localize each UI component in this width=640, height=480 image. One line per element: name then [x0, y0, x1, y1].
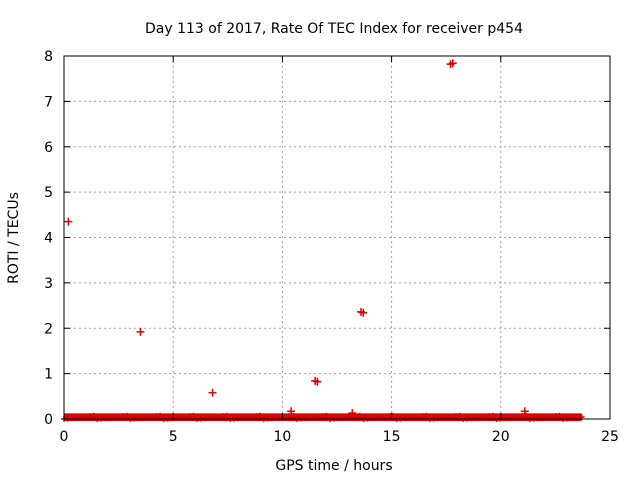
x-tick-label: 20 — [492, 429, 510, 445]
x-tick-label: 15 — [383, 429, 401, 445]
data-point — [208, 388, 217, 397]
y-tick-label: 2 — [44, 321, 53, 337]
y-tick-label: 1 — [44, 367, 53, 383]
x-tick-label: 5 — [169, 429, 178, 445]
y-tick-label: 5 — [44, 185, 53, 201]
y-tick-label: 7 — [44, 94, 53, 110]
baseline-band — [61, 412, 585, 422]
y-tick-label: 6 — [44, 140, 53, 156]
x-tick-label: 10 — [273, 429, 291, 445]
y-axis-label: ROTI / TECUs — [6, 192, 22, 284]
y-tick-label: 4 — [44, 231, 53, 247]
data-points — [64, 59, 529, 418]
chart-title: Day 113 of 2017, Rate Of TEC Index for r… — [145, 21, 523, 37]
data-point — [359, 308, 368, 317]
x-tick-label: 0 — [60, 429, 69, 445]
data-point — [64, 217, 73, 226]
data-point — [287, 407, 296, 416]
data-point — [313, 377, 322, 386]
data-point — [448, 59, 457, 68]
y-tick-label: 8 — [44, 49, 53, 65]
x-axis-ticks: 0 5 10 15 20 25 — [60, 56, 619, 445]
data-point — [520, 407, 529, 416]
x-tick-label: 25 — [601, 429, 619, 445]
y-tick-label: 0 — [44, 412, 53, 428]
x-axis-label: GPS time / hours — [275, 458, 392, 474]
y-tick-label: 3 — [44, 276, 53, 292]
data-point — [136, 327, 145, 336]
data-point — [348, 409, 357, 418]
grid — [64, 56, 610, 419]
y-axis-ticks: 0 1 2 3 4 5 6 7 8 — [44, 49, 610, 428]
